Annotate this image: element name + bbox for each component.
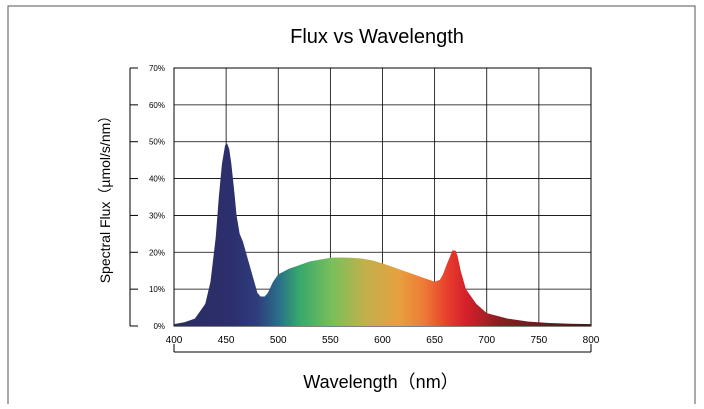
x-tick-label: 400 bbox=[166, 335, 183, 346]
axes bbox=[129, 68, 592, 353]
y-tick-label: 40% bbox=[149, 175, 165, 184]
x-tick-label: 450 bbox=[218, 335, 235, 346]
y-axis-ticks: 0% 10% 20% 30% 40% 50% 60% 70% bbox=[130, 64, 165, 331]
x-tick-label: 700 bbox=[478, 335, 495, 346]
x-tick-label: 800 bbox=[583, 335, 600, 346]
x-tick-label: 600 bbox=[374, 335, 391, 346]
x-axis-label: Wavelength（nm） bbox=[303, 372, 458, 392]
chart-title: Flux vs Wavelength bbox=[290, 26, 464, 48]
y-tick-label: 10% bbox=[149, 285, 165, 294]
y-tick-label: 20% bbox=[149, 248, 165, 257]
y-tick-label: 60% bbox=[149, 101, 165, 110]
y-tick-label: 30% bbox=[149, 211, 165, 220]
spectrum-area bbox=[174, 143, 591, 326]
y-tick-label: 70% bbox=[149, 64, 165, 73]
page-border bbox=[7, 5, 696, 409]
x-tick-label: 500 bbox=[270, 335, 287, 346]
y-axis-label: Spectral Flux（µmol/s/nm） bbox=[97, 109, 113, 284]
x-tick-label: 650 bbox=[426, 335, 443, 346]
y-tick-label: 50% bbox=[149, 138, 165, 147]
x-axis-ticks: 400 450 500 550 600 650 700 750 800 bbox=[166, 335, 600, 346]
x-tick-label: 750 bbox=[531, 335, 548, 346]
x-tick-label: 550 bbox=[322, 335, 339, 346]
y-tick-label: 0% bbox=[153, 322, 165, 331]
